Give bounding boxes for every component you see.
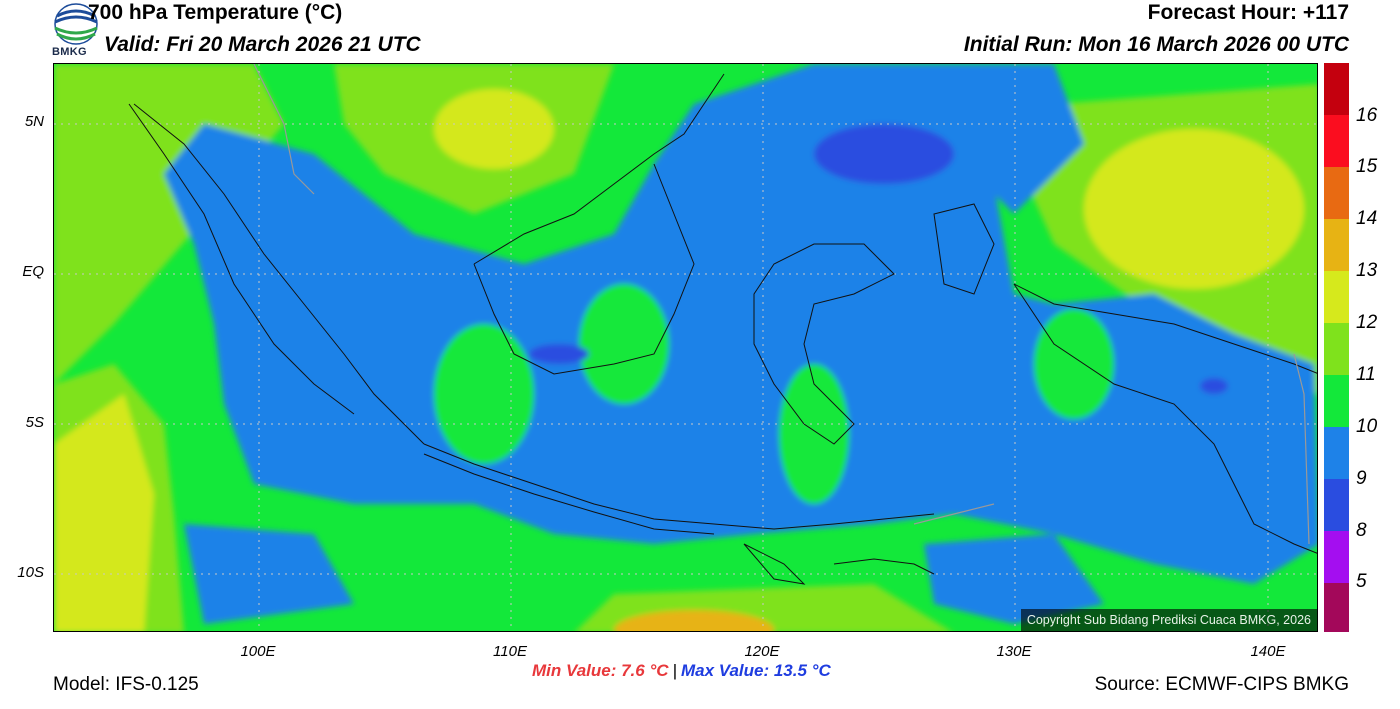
colorbar-seg <box>1324 167 1349 219</box>
colorbar <box>1324 63 1349 632</box>
colorbar-seg <box>1324 375 1349 427</box>
coastlines <box>128 73 1317 585</box>
colorbar-seg <box>1324 219 1349 271</box>
model-label: Model: IFS-0.125 <box>53 674 199 695</box>
logo-text: BMKG <box>52 46 87 58</box>
colorbar-seg <box>1324 323 1349 375</box>
lon-label-140e: 140E <box>1250 643 1286 660</box>
lat-label-5s: 5S <box>25 414 44 431</box>
max-value: Max Value: 13.5 °C <box>680 661 831 680</box>
field-13-14-south <box>614 610 774 631</box>
lon-label-120e: 120E <box>744 643 780 660</box>
source-label: Source: ECMWF-CIPS BMKG <box>1094 674 1349 695</box>
graticule <box>54 64 1317 631</box>
temperature-map <box>53 63 1318 632</box>
field-12-13-east <box>1084 129 1304 289</box>
field-8-9-north <box>814 124 954 184</box>
bmkg-logo <box>52 2 100 60</box>
colorbar-seg <box>1324 115 1349 167</box>
lon-label-100e: 100E <box>240 643 276 660</box>
lat-label-eq: EQ <box>22 263 44 280</box>
map-title: 700 hPa Temperature (°C) <box>88 1 343 24</box>
field-10-11-sulawesi <box>779 364 849 504</box>
colorbar-seg <box>1324 63 1349 115</box>
field-12-13-southwest <box>54 394 154 631</box>
field-9-10-southwest <box>184 524 354 624</box>
colorbar-seg <box>1324 271 1349 323</box>
field-8-9-java-sea <box>529 344 589 364</box>
lon-label-110e: 110E <box>493 643 527 660</box>
colorbar-label: 13 <box>1356 260 1378 281</box>
colorbar-label: 16 <box>1356 105 1378 126</box>
lon-label-130e: 130E <box>996 643 1032 660</box>
min-value: Min Value: 7.6 °C <box>532 661 669 680</box>
colorbar-label: 14 <box>1356 208 1378 229</box>
field-9-10-south <box>924 534 1104 624</box>
field-12-13-north <box>434 89 554 169</box>
colorbar-seg <box>1324 583 1349 632</box>
map-canvas <box>54 64 1317 631</box>
colorbar-label: 12 <box>1356 312 1378 333</box>
colorbar-label: 11 <box>1356 364 1376 385</box>
field-9-10-northeast <box>964 64 1084 214</box>
lat-label-5n: 5N <box>24 113 44 130</box>
field-9-10-core <box>164 64 1317 584</box>
colorbar-seg <box>1324 427 1349 479</box>
copyright-notice: Copyright Sub Bidang Prediksi Cuaca BMKG… <box>1020 609 1317 631</box>
field-10-11-borneo-east <box>579 284 669 404</box>
borders <box>253 64 1310 545</box>
min-max-separator: | <box>672 661 677 680</box>
valid-time: Valid: Fri 20 March 2026 21 UTC <box>104 33 421 56</box>
min-max-values: Min Value: 7.6 °C | Max Value: 13.5 °C <box>532 661 831 681</box>
colorbar-seg <box>1324 479 1349 531</box>
field-10-11-maluku <box>1034 309 1114 419</box>
forecast-hour: Forecast Hour: +117 <box>1147 1 1349 24</box>
colorbar-label: 5 <box>1356 571 1367 592</box>
colorbar-seg <box>1324 531 1349 583</box>
lat-label-10s: 10S <box>17 564 44 581</box>
colorbar-label: 15 <box>1356 156 1378 177</box>
colorbar-label: 8 <box>1356 520 1367 541</box>
initial-run: Initial Run: Mon 16 March 2026 00 UTC <box>963 33 1349 56</box>
colorbar-label: 9 <box>1356 468 1367 489</box>
colorbar-label: 10 <box>1356 416 1378 437</box>
field-8-9-east <box>1200 378 1228 394</box>
field-10-11-borneo <box>434 324 534 464</box>
